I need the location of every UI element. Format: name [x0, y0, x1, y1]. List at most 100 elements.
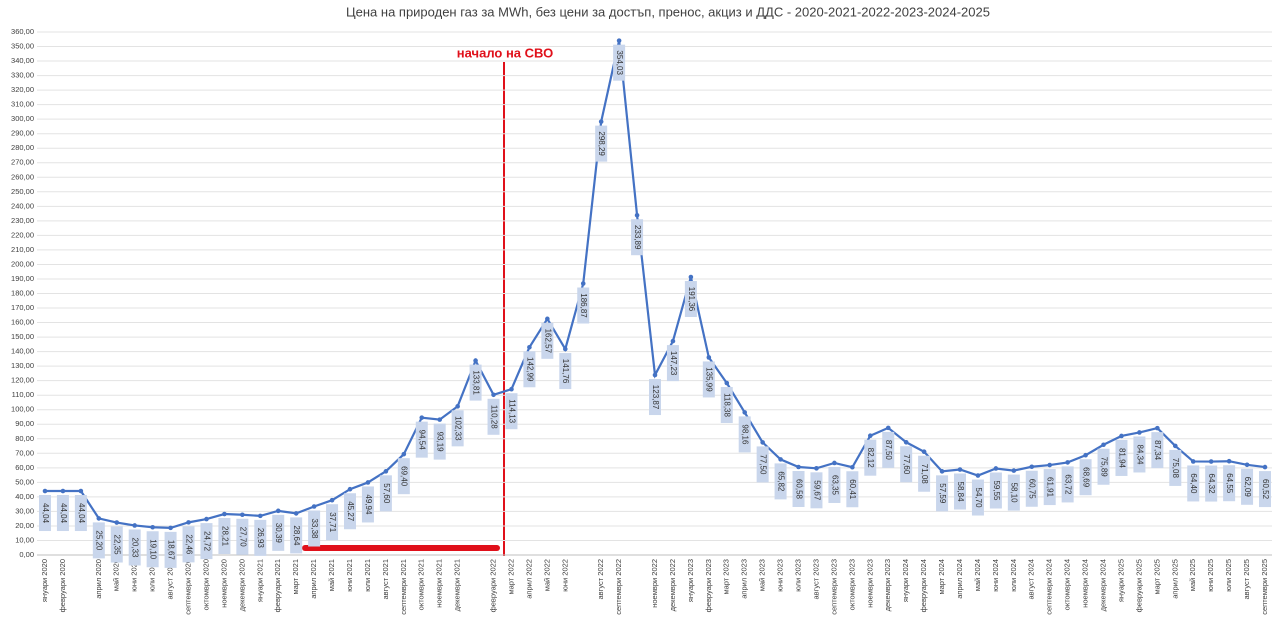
y-tick-label: 140,00	[11, 347, 34, 356]
data-label-text: 57,60	[382, 483, 391, 504]
data-label-text: 98,16	[741, 424, 750, 445]
data-label: 87,34	[1151, 432, 1164, 469]
y-tick-label: 70,00	[15, 448, 34, 457]
data-label: 30,39	[272, 514, 285, 551]
point	[975, 473, 981, 478]
data-label-text: 135,99	[705, 367, 714, 392]
x-tick-label: август 2020	[166, 559, 175, 600]
data-label-text: 298,29	[597, 131, 606, 156]
y-tick-label: 300,00	[11, 114, 34, 123]
data-label-text: 71,08	[920, 464, 929, 485]
data-label: 45,27	[344, 493, 356, 530]
data-label-text: 64,55	[1225, 473, 1234, 494]
data-label-text: 26,93	[256, 528, 265, 549]
data-label-bg	[379, 475, 392, 512]
chart-title: Цена на природен газ за MWh, без цени за…	[346, 4, 990, 19]
point	[1083, 452, 1088, 458]
data-label-bg	[989, 472, 1002, 509]
data-label-text: 133,81	[471, 370, 480, 395]
data-label-bg	[326, 504, 339, 541]
point	[347, 486, 353, 492]
x-tick-label: юни 2023	[776, 559, 785, 592]
data-label-bg	[1259, 471, 1271, 508]
data-label-bg	[1169, 449, 1182, 486]
y-tick-label: 100,00	[11, 405, 34, 414]
point	[867, 433, 873, 438]
data-label: 22,46	[182, 526, 195, 563]
point	[832, 460, 837, 466]
data-label-text: 102,33	[454, 416, 463, 441]
data-label: 58,84	[954, 473, 966, 510]
data-label: 77,60	[900, 446, 913, 483]
x-tick-label: юли 2024	[1009, 559, 1018, 592]
y-tick-label: 270,00	[11, 158, 34, 167]
x-tick-label: юли 2021	[363, 559, 372, 592]
data-label-bg	[971, 479, 984, 516]
data-label-bg	[900, 446, 913, 483]
data-label: 18,67	[164, 531, 177, 568]
data-label: 162,57	[541, 322, 554, 359]
data-label-bg	[1205, 465, 1218, 502]
y-tick-label: 110,00	[12, 390, 34, 399]
x-tick-label: март 2021	[291, 559, 300, 595]
data-label-bg	[1187, 465, 1200, 502]
point	[616, 38, 622, 43]
point	[222, 511, 227, 517]
data-label: 102,33	[451, 410, 464, 447]
data-label-bg	[397, 458, 410, 495]
data-label-text: 33,38	[310, 518, 319, 539]
data-label-text: 19,10	[149, 539, 158, 560]
point	[1155, 425, 1160, 431]
data-label-text: 30,39	[274, 523, 283, 544]
point	[1119, 433, 1124, 439]
point	[401, 451, 407, 457]
data-label-bg	[720, 387, 733, 424]
data-label: 65,82	[774, 463, 787, 500]
y-tick-label: 170,00	[11, 303, 34, 312]
data-label-bg	[631, 219, 644, 256]
data-label-text: 27,70	[238, 527, 247, 548]
point	[365, 480, 371, 485]
data-label: 27,70	[236, 518, 249, 555]
data-label-text: 60,75	[1028, 479, 1037, 500]
data-label: 64,32	[1205, 465, 1218, 502]
data-label-bg	[200, 523, 213, 560]
data-label-bg	[415, 421, 428, 458]
x-tick-label: март 2025	[1152, 559, 1161, 595]
data-label-bg	[1025, 470, 1038, 507]
x-tick-label: март 2022	[506, 559, 515, 595]
y-tick-label: 150,00	[11, 332, 34, 341]
data-label-bg	[128, 529, 141, 566]
y-tick-label: 80,00	[15, 434, 34, 443]
point	[527, 344, 532, 350]
data-label-text: 64,40	[1189, 473, 1198, 494]
x-tick-label: септември 2020	[184, 559, 193, 615]
data-label-text: 54,70	[974, 488, 983, 509]
data-label: 81,94	[1115, 439, 1128, 476]
x-tick-label: август 2021	[381, 559, 390, 600]
x-tick-label: януари 2023	[686, 559, 695, 602]
data-label-bg	[1115, 439, 1128, 476]
y-tick-label: 180,00	[11, 288, 34, 297]
data-label: 44,04	[56, 495, 69, 532]
y-tick-label: 60,00	[15, 463, 34, 472]
y-tick-label: 360,00	[11, 27, 34, 36]
data-label-bg	[1061, 466, 1074, 503]
data-label-bg	[702, 361, 715, 398]
point	[257, 513, 263, 519]
point	[275, 508, 281, 514]
x-tick-label: май 2022	[542, 559, 551, 591]
data-label: 87,50	[882, 431, 895, 468]
data-label-text: 75,08	[1171, 458, 1180, 479]
point	[114, 520, 120, 525]
x-tick-label: април 2023	[740, 559, 749, 599]
point	[240, 512, 245, 518]
data-label: 191,36	[684, 280, 697, 317]
x-tick-label: февруари 2020	[58, 559, 67, 612]
data-label-text: 60,41	[848, 479, 857, 500]
point	[42, 488, 48, 494]
data-label: 75,89	[1097, 448, 1110, 485]
annotation: начало на СВО	[457, 45, 553, 60]
data-label-text: 22,35	[113, 535, 122, 556]
